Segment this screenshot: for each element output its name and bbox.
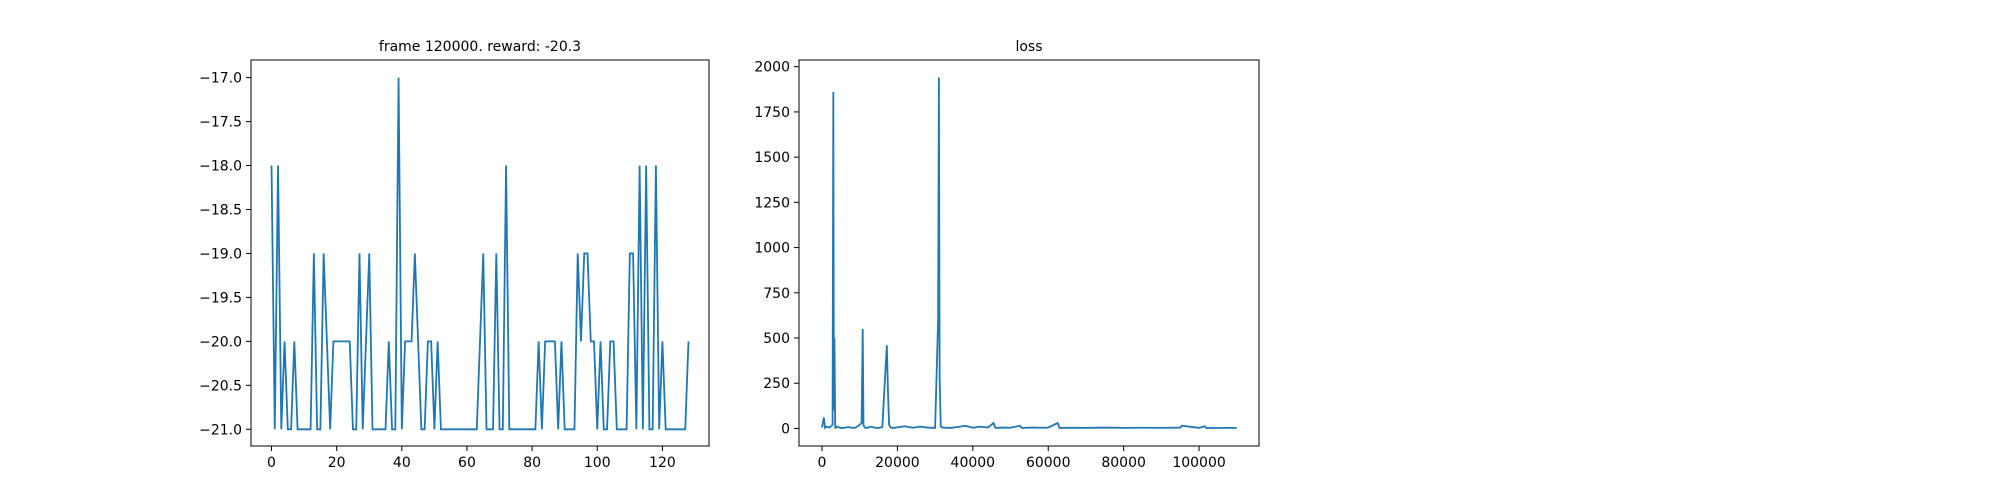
y-tick-label: 750	[763, 286, 790, 302]
x-tick-label: 20000	[875, 455, 920, 471]
y-tick-label: 1250	[754, 195, 790, 211]
y-tick-label: −18.5	[199, 202, 242, 218]
x-tick-label: 40	[393, 455, 411, 471]
x-tick-label: 80000	[1101, 455, 1146, 471]
y-tick-label: −18.0	[199, 159, 242, 175]
y-tick-label: −17.5	[199, 115, 242, 131]
x-tick-label: 100	[584, 455, 611, 471]
y-tick-label: −19.5	[199, 290, 242, 306]
chart-title: loss	[1015, 39, 1042, 55]
y-tick-label: 1000	[754, 241, 790, 257]
y-tick-label: 1750	[754, 105, 790, 121]
line	[270, 77, 690, 431]
y-tick-label: 1500	[754, 150, 790, 166]
y-tick-label: −19.0	[199, 246, 242, 262]
axes-frame	[250, 59, 710, 447]
x-tick-label: 80	[523, 455, 541, 471]
y-tick-label: −20.0	[199, 334, 242, 350]
x-tick-label: 0	[818, 455, 827, 471]
line	[821, 77, 1237, 430]
y-tick-label: 2000	[754, 60, 790, 76]
axes-frame	[798, 59, 1260, 447]
x-tick-label: 60000	[1026, 455, 1071, 471]
y-tick-label: −20.5	[199, 378, 242, 394]
x-tick-label: 0	[267, 455, 276, 471]
y-tick-label: 500	[763, 331, 790, 347]
x-tick-label: 40000	[951, 455, 996, 471]
y-tick-label: −21.0	[199, 422, 242, 438]
chart-title: frame 120000. reward: -20.3	[379, 39, 581, 55]
x-tick-label: 120	[649, 455, 676, 471]
y-tick-label: 250	[763, 376, 790, 392]
x-tick-label: 60	[458, 455, 476, 471]
y-tick-label: 0	[781, 421, 790, 437]
y-tick-label: −17.0	[199, 71, 242, 87]
x-tick-label: 20	[328, 455, 346, 471]
x-tick-label: 100000	[1172, 455, 1225, 471]
